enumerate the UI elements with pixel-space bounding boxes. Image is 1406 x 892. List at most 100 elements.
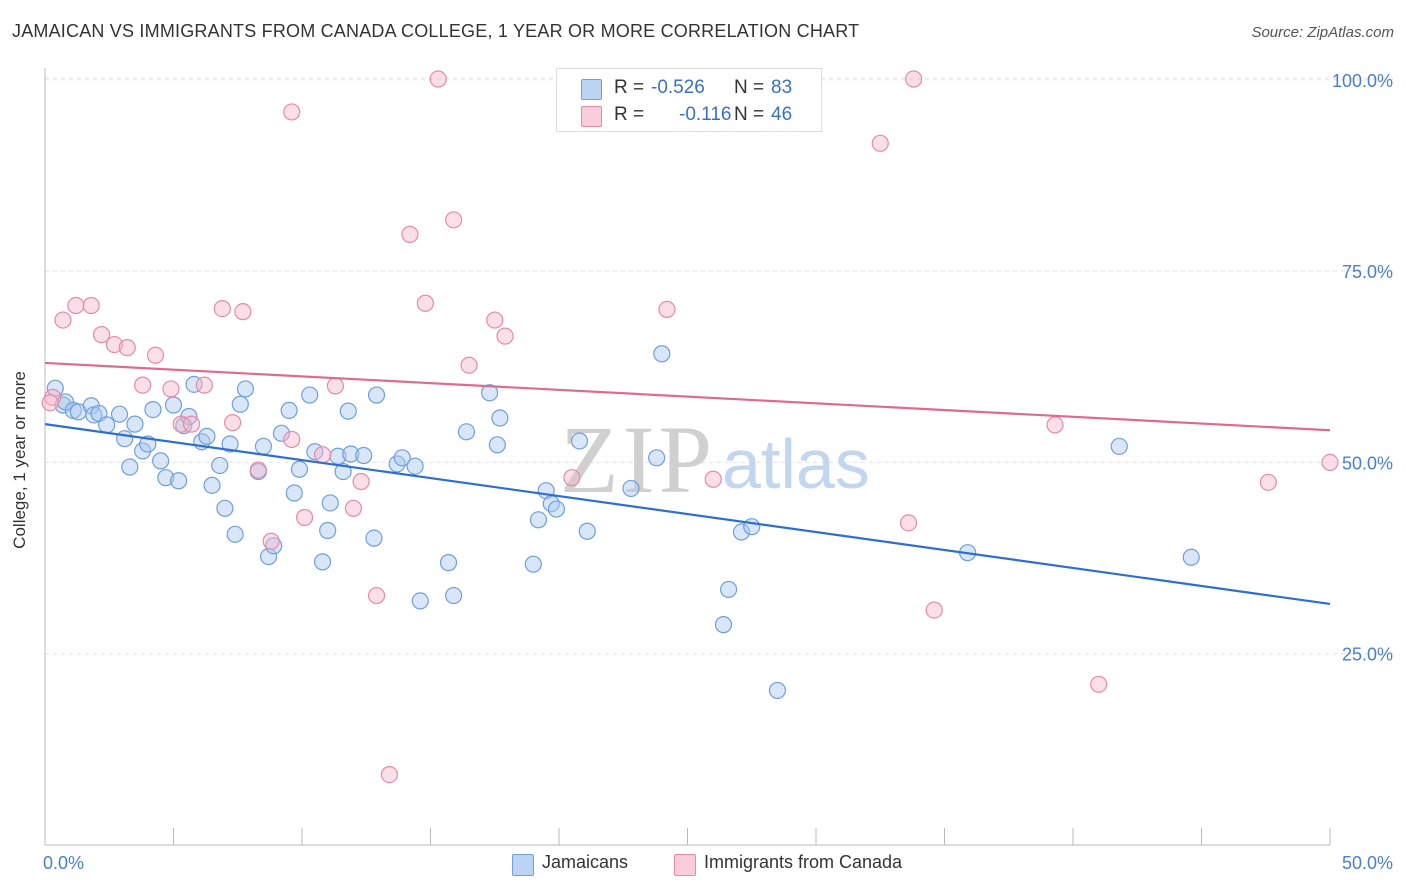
jamaicans-point [216, 499, 234, 517]
stats-box: R = -0.526 N = 83 R = -0.116 N = 46 [556, 68, 822, 132]
r-label: R = [614, 77, 645, 98]
immigrants-canada-point [401, 225, 419, 243]
immigrants-canada-point [82, 296, 100, 315]
jamaicans-point [313, 553, 332, 571]
n-value: 46 [771, 104, 793, 125]
n-label: N = [734, 77, 765, 98]
immigrants-canada-point [429, 70, 447, 88]
immigrants-canada-point [352, 472, 370, 491]
jamaicans-point [254, 437, 273, 455]
watermark: ZIP atlas [560, 406, 870, 513]
data-points [41, 70, 1339, 784]
immigrants-canada-point [92, 326, 111, 344]
immigrants-canada-point [105, 335, 123, 354]
jamaicans-point [272, 424, 291, 442]
immigrants-canada-point [182, 415, 201, 433]
jamaicans-point [393, 449, 411, 467]
jamaicans-point [653, 345, 671, 363]
immigrants-canada-point [249, 461, 267, 479]
tick-labels: 25.0% 50.0% 75.0% 100.0% 0.0% 50.0% [43, 71, 1393, 873]
watermark-zip: ZIP [560, 406, 716, 513]
stats-swatch-jamaicans [581, 79, 602, 100]
immigrants-canada-point [1090, 675, 1108, 693]
jamaicans-point [319, 521, 337, 540]
x-tick-label: 50.0% [1342, 853, 1393, 873]
immigrants-canada-point [563, 469, 581, 487]
immigrants-canada-point [899, 514, 918, 532]
stats-swatch-immigrants-canada [581, 106, 602, 127]
jamaicans-point [355, 446, 373, 465]
immigrants-canada-point [262, 532, 280, 550]
immigrants-canada-point [496, 327, 514, 345]
immigrants-canada-point [367, 586, 386, 605]
y-tick-label: 75.0% [1342, 262, 1393, 282]
r-value: -0.526 [651, 77, 705, 98]
immigrants-canada-trend-line [44, 361, 1331, 432]
immigrants-canada-point [460, 356, 478, 374]
legend-label-immigrants-canada: Immigrants from Canada [704, 852, 903, 872]
r-value: -0.116 [679, 104, 732, 125]
immigrants-canada-point [283, 103, 301, 121]
immigrants-canada-point [416, 294, 434, 312]
immigrants-canada-point [295, 508, 314, 527]
trend-lines [44, 361, 1331, 606]
jamaicans-point [732, 523, 751, 541]
y-tick-label: 100.0% [1332, 71, 1393, 91]
source-label: Source: ZipAtlas.com [1251, 24, 1394, 41]
jamaicans-point [488, 436, 506, 454]
jamaicans-point [768, 681, 787, 700]
jamaicans-point [342, 445, 360, 463]
jamaicans-point [265, 537, 283, 555]
y-axis-title: College, 1 year or more [10, 371, 29, 549]
jamaicans-point [1110, 437, 1128, 455]
immigrants-canada-point [67, 296, 85, 315]
immigrants-canada-point [146, 346, 165, 364]
jamaicans-point [164, 396, 183, 414]
jamaicans-point [231, 395, 249, 413]
gridlines [45, 77, 1395, 655]
jamaicans-point [285, 484, 303, 502]
jamaicans-point [714, 616, 733, 634]
jamaicans-point [743, 518, 761, 536]
jamaicans-point [570, 432, 589, 450]
immigrants-canada-point [54, 311, 72, 329]
legend-swatch-jamaicans [512, 854, 534, 876]
immigrants-canada-point [1259, 473, 1277, 491]
immigrants-canada-point [134, 376, 152, 394]
jamaicans-point [367, 386, 386, 404]
jamaicans-point [280, 401, 298, 419]
immigrants-canada-point [162, 380, 180, 398]
immigrants-canada-point [224, 414, 242, 432]
immigrants-canada-point [344, 499, 362, 517]
legend-label-jamaicans: Jamaicans [542, 852, 629, 872]
jamaicans-point [648, 449, 666, 467]
watermark-atlas: atlas [722, 425, 870, 503]
immigrants-canada-point [486, 311, 504, 329]
jamaicans-point [110, 405, 129, 423]
jamaicans-point [720, 580, 738, 599]
y-tick-label: 25.0% [1342, 645, 1393, 665]
jamaicans-point [211, 456, 229, 475]
immigrants-canada-point [1321, 453, 1339, 471]
jamaicans-point [1182, 548, 1200, 566]
immigrants-canada-point [41, 394, 59, 412]
jamaicans-point [321, 494, 339, 512]
jamaicans-point [411, 592, 429, 610]
jamaicans-point [439, 554, 458, 572]
jamaicans-point [290, 460, 309, 478]
jamaicans-point [622, 479, 640, 498]
jamaicans-point [144, 401, 162, 419]
jamaicans-point [547, 500, 566, 518]
x-tick-label: 0.0% [43, 853, 84, 873]
chart-title: JAMAICAN VS IMMIGRANTS FROM CANADA COLLE… [12, 21, 860, 41]
immigrants-canada-point [283, 430, 301, 449]
n-value: 83 [771, 77, 793, 98]
jamaicans-point [236, 380, 255, 398]
r-label: R = [614, 104, 645, 125]
n-label: N = [734, 104, 765, 125]
legend-swatch-immigrants-canada [674, 854, 696, 876]
jamaicans-point [98, 416, 116, 434]
jamaicans-point [126, 415, 144, 433]
y-tick-label: 50.0% [1342, 453, 1393, 473]
